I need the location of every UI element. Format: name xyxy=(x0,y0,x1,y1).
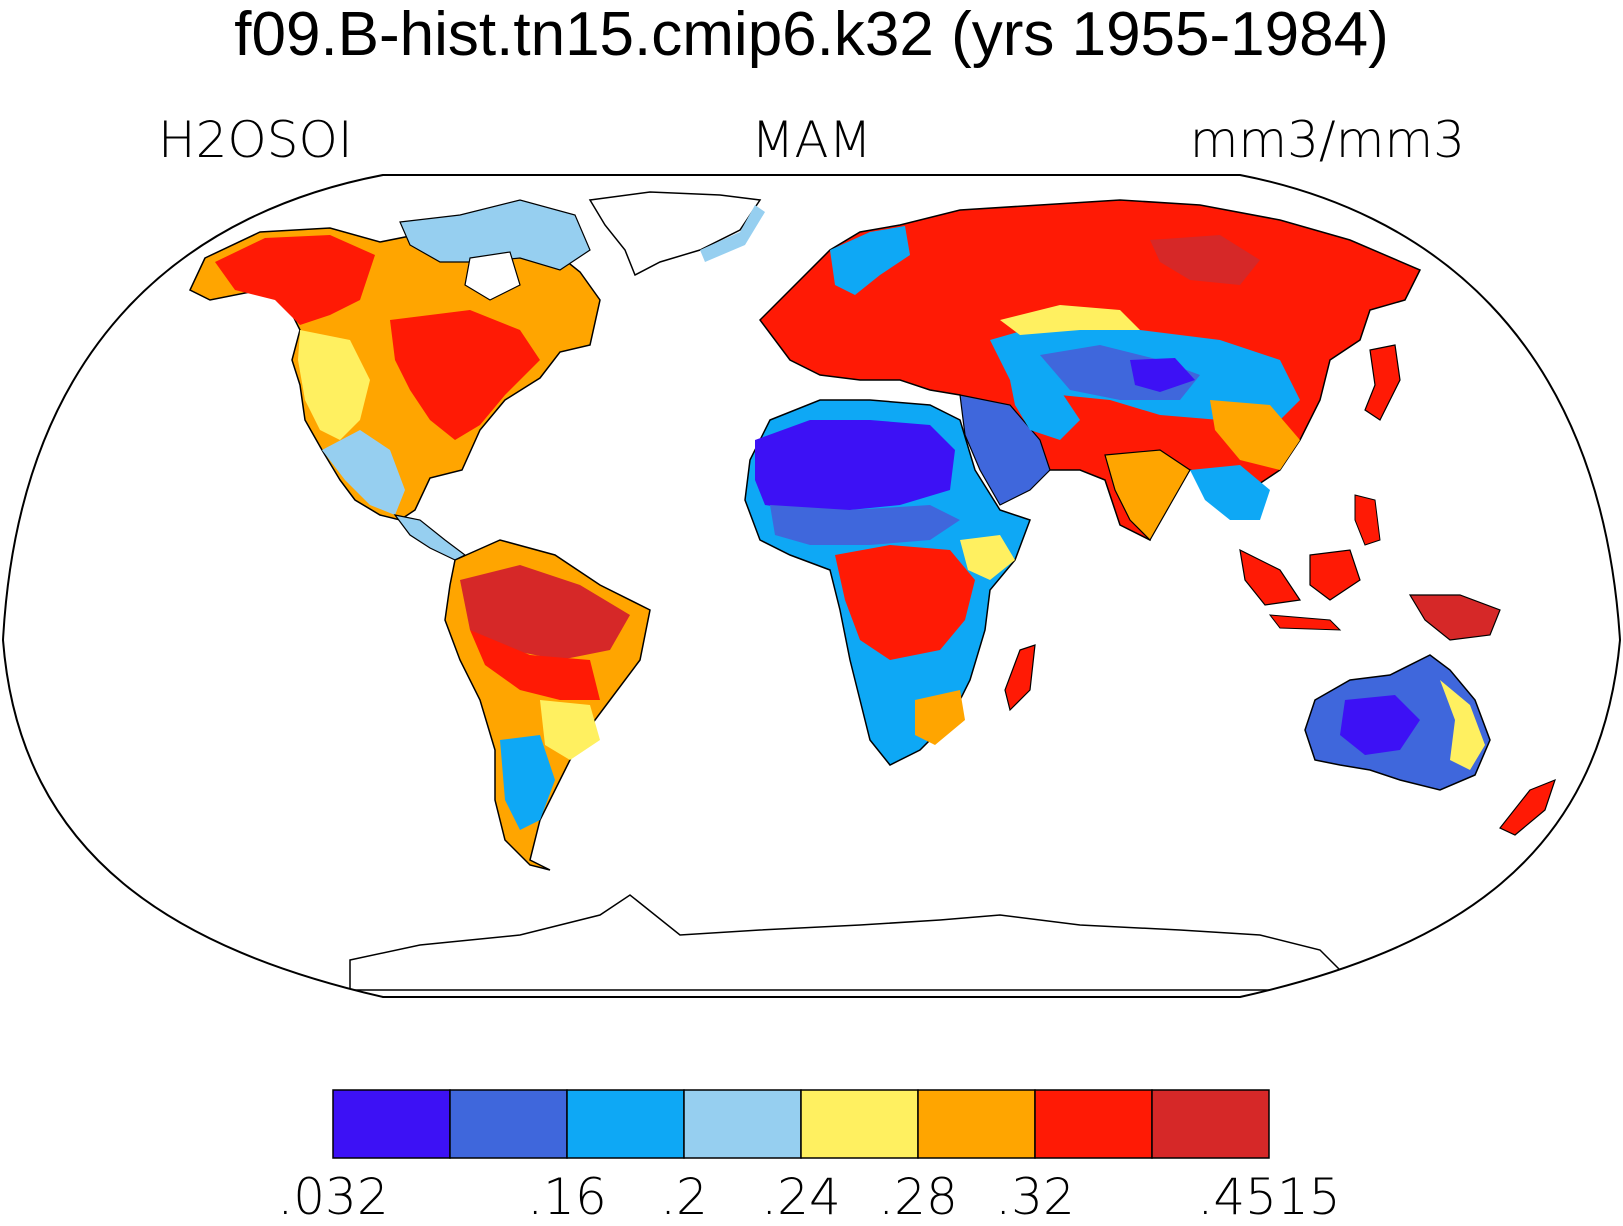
congo-basin xyxy=(835,545,975,660)
map-title: f09.B-hist.tn15.cmip6.k32 (yrs 1955-1984… xyxy=(234,0,1389,69)
colorbar-tick-label: .24 xyxy=(761,1168,841,1226)
patagonia-blue xyxy=(500,735,555,830)
colorbar-tick-label: .2 xyxy=(660,1168,708,1226)
south-africa-orange xyxy=(915,690,965,745)
western-us-region xyxy=(298,330,370,440)
new-guinea xyxy=(1408,594,1501,641)
colorbar-tick-label: .32 xyxy=(995,1168,1075,1226)
japan xyxy=(1364,344,1401,421)
colorbar-cell-3 xyxy=(683,1089,802,1159)
east-africa-yellow xyxy=(960,535,1015,580)
globe-outline xyxy=(1,174,1622,998)
variable-label: H2OSOI xyxy=(158,111,353,169)
sahel-blue xyxy=(770,505,960,545)
philippines xyxy=(1354,494,1381,546)
sumatra-borneo xyxy=(1239,548,1302,606)
alaska-canada-red xyxy=(215,235,375,325)
colorbar-cell-5 xyxy=(917,1089,1036,1159)
gobi-violet xyxy=(1130,358,1195,392)
greenland-edge xyxy=(700,205,765,262)
colorbar-cell-1 xyxy=(449,1089,568,1159)
siberia-darkred xyxy=(1150,235,1260,285)
iran-blue xyxy=(1010,380,1080,440)
colorbar-cell-6 xyxy=(1034,1089,1153,1159)
antarctica xyxy=(349,894,1362,991)
units-label: mm3/mm3 xyxy=(1189,111,1465,169)
east-china-orange xyxy=(1210,400,1300,470)
colorbar-cell-2 xyxy=(566,1089,685,1159)
colorbar-cell-4 xyxy=(800,1089,919,1159)
canadian-arctic-blue xyxy=(399,199,591,271)
borneo xyxy=(1309,549,1361,601)
australia-east-coast xyxy=(1440,680,1485,770)
colorbar-tick-label: .032 xyxy=(277,1168,389,1226)
se-asia-blue xyxy=(1190,465,1270,520)
australia-interior xyxy=(1340,695,1420,755)
amazon-basin xyxy=(460,565,630,660)
mongolia-yellow xyxy=(1000,305,1140,335)
eastern-us-region xyxy=(390,310,540,440)
sahara-desert xyxy=(755,420,955,510)
colorbar-cell-0 xyxy=(332,1089,451,1159)
colorbar-tick-label: .16 xyxy=(527,1168,607,1226)
south-america-yellow xyxy=(540,700,600,760)
madagascar xyxy=(1004,644,1036,712)
new-zealand xyxy=(1499,778,1556,836)
colorbar-cell-7 xyxy=(1151,1089,1270,1159)
scandinavia xyxy=(830,226,910,295)
amazon-red-band xyxy=(470,630,600,700)
india-region xyxy=(1104,449,1191,541)
mexico-region xyxy=(322,430,405,515)
colorbar xyxy=(332,1089,1270,1159)
java xyxy=(1268,614,1342,631)
arabian-peninsula xyxy=(959,394,1051,506)
colorbar-tick-label: .4515 xyxy=(1197,1168,1341,1226)
land-regions xyxy=(189,191,1556,991)
hudson-bay xyxy=(464,251,521,301)
season-label: MAM xyxy=(751,111,872,169)
colorbar-tick-label: .28 xyxy=(878,1168,958,1226)
